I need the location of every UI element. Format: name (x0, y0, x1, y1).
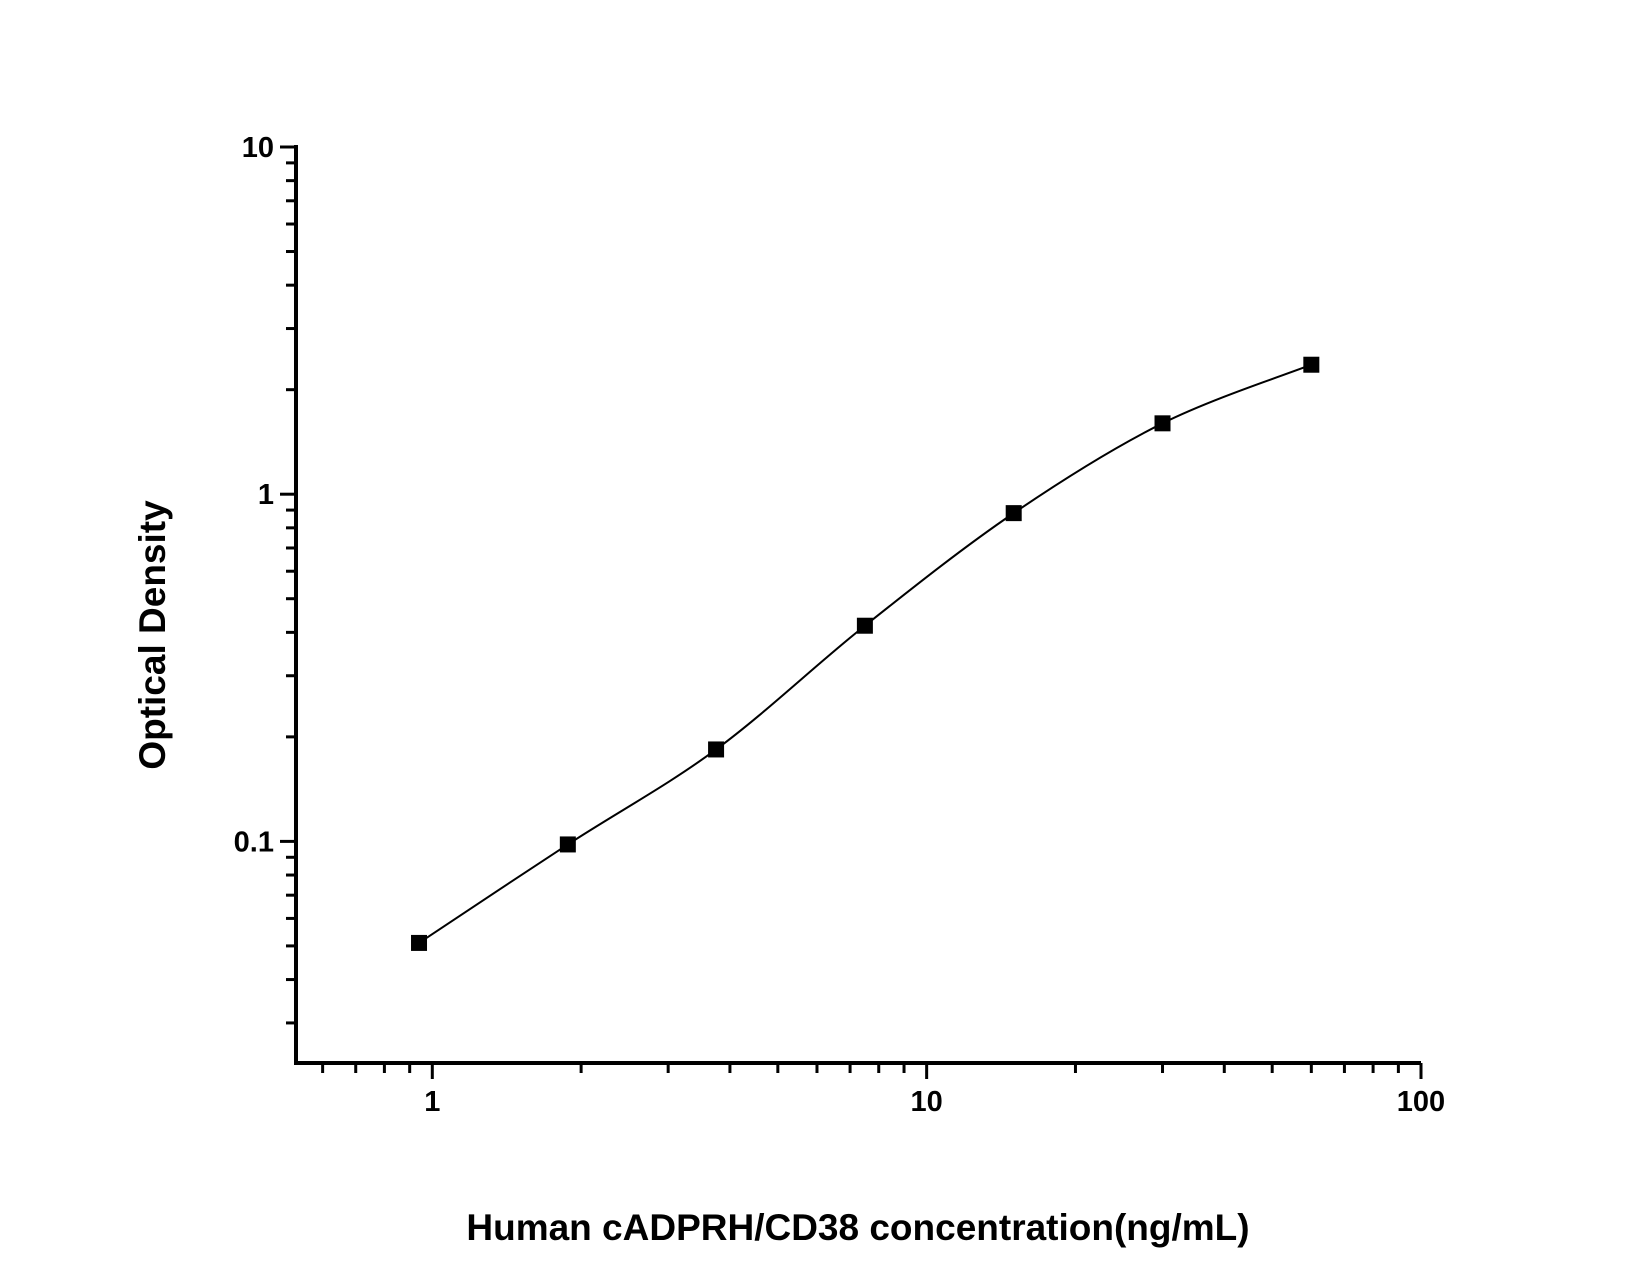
data-point (1154, 415, 1171, 432)
x-axis-label: Human cADPRH/CD38 concentration(ng/mL) (466, 1207, 1249, 1248)
fit-curve (418, 363, 1312, 944)
data-point (1303, 356, 1320, 373)
y-axis-label: Optical Density (132, 500, 173, 770)
data-point (411, 934, 428, 951)
y-tick-label: 1 (258, 479, 274, 511)
data-point (1005, 505, 1022, 522)
data-point (708, 741, 725, 758)
axes: 1 10 100 0.1 1 10 (234, 132, 1446, 1118)
data-point (856, 617, 873, 634)
x-tick-label: 10 (911, 1086, 943, 1118)
x-tick-label: 100 (1397, 1086, 1445, 1118)
data-points (411, 356, 1320, 951)
x-tick-label: 1 (424, 1086, 440, 1118)
y-tick-label: 0.1 (234, 826, 274, 858)
data-point (559, 836, 576, 853)
y-tick-label: 10 (242, 132, 274, 164)
